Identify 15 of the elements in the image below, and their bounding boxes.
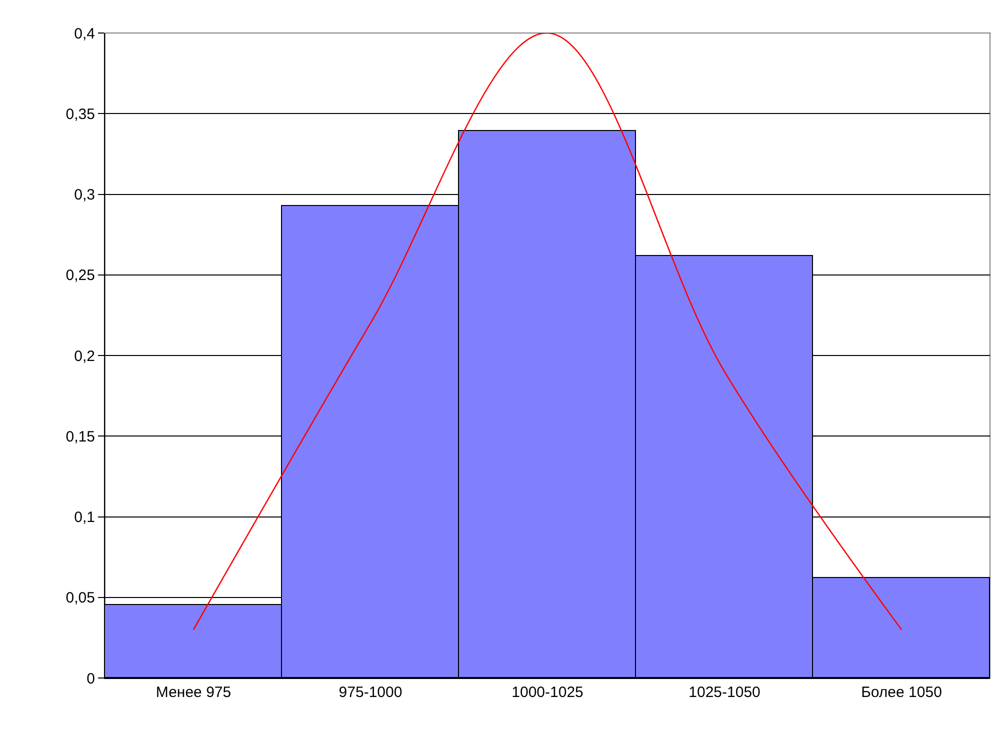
- y-tick-label: 0,1: [74, 509, 95, 526]
- y-tick-label: 0,2: [74, 348, 95, 365]
- y-tick-label: 0,15: [66, 428, 95, 446]
- x-tick-label: 975-1000: [338, 684, 402, 701]
- y-tick-label: 0: [86, 670, 95, 688]
- x-tick-label: 1025-1050: [688, 684, 760, 701]
- line-series: [192, 33, 902, 630]
- y-tick-label: 0,05: [66, 590, 95, 607]
- y-tick-label: 0,35: [66, 106, 95, 123]
- y-tick-label: 0,4: [74, 25, 95, 42]
- y-tick-label: 0,3: [74, 186, 95, 204]
- y-tick-label: 0,25: [66, 267, 95, 284]
- x-tick-label: Более 1050: [861, 684, 942, 701]
- x-tick-label: 1000-1025: [512, 684, 584, 701]
- x-tick-label: Менее 975: [156, 684, 232, 701]
